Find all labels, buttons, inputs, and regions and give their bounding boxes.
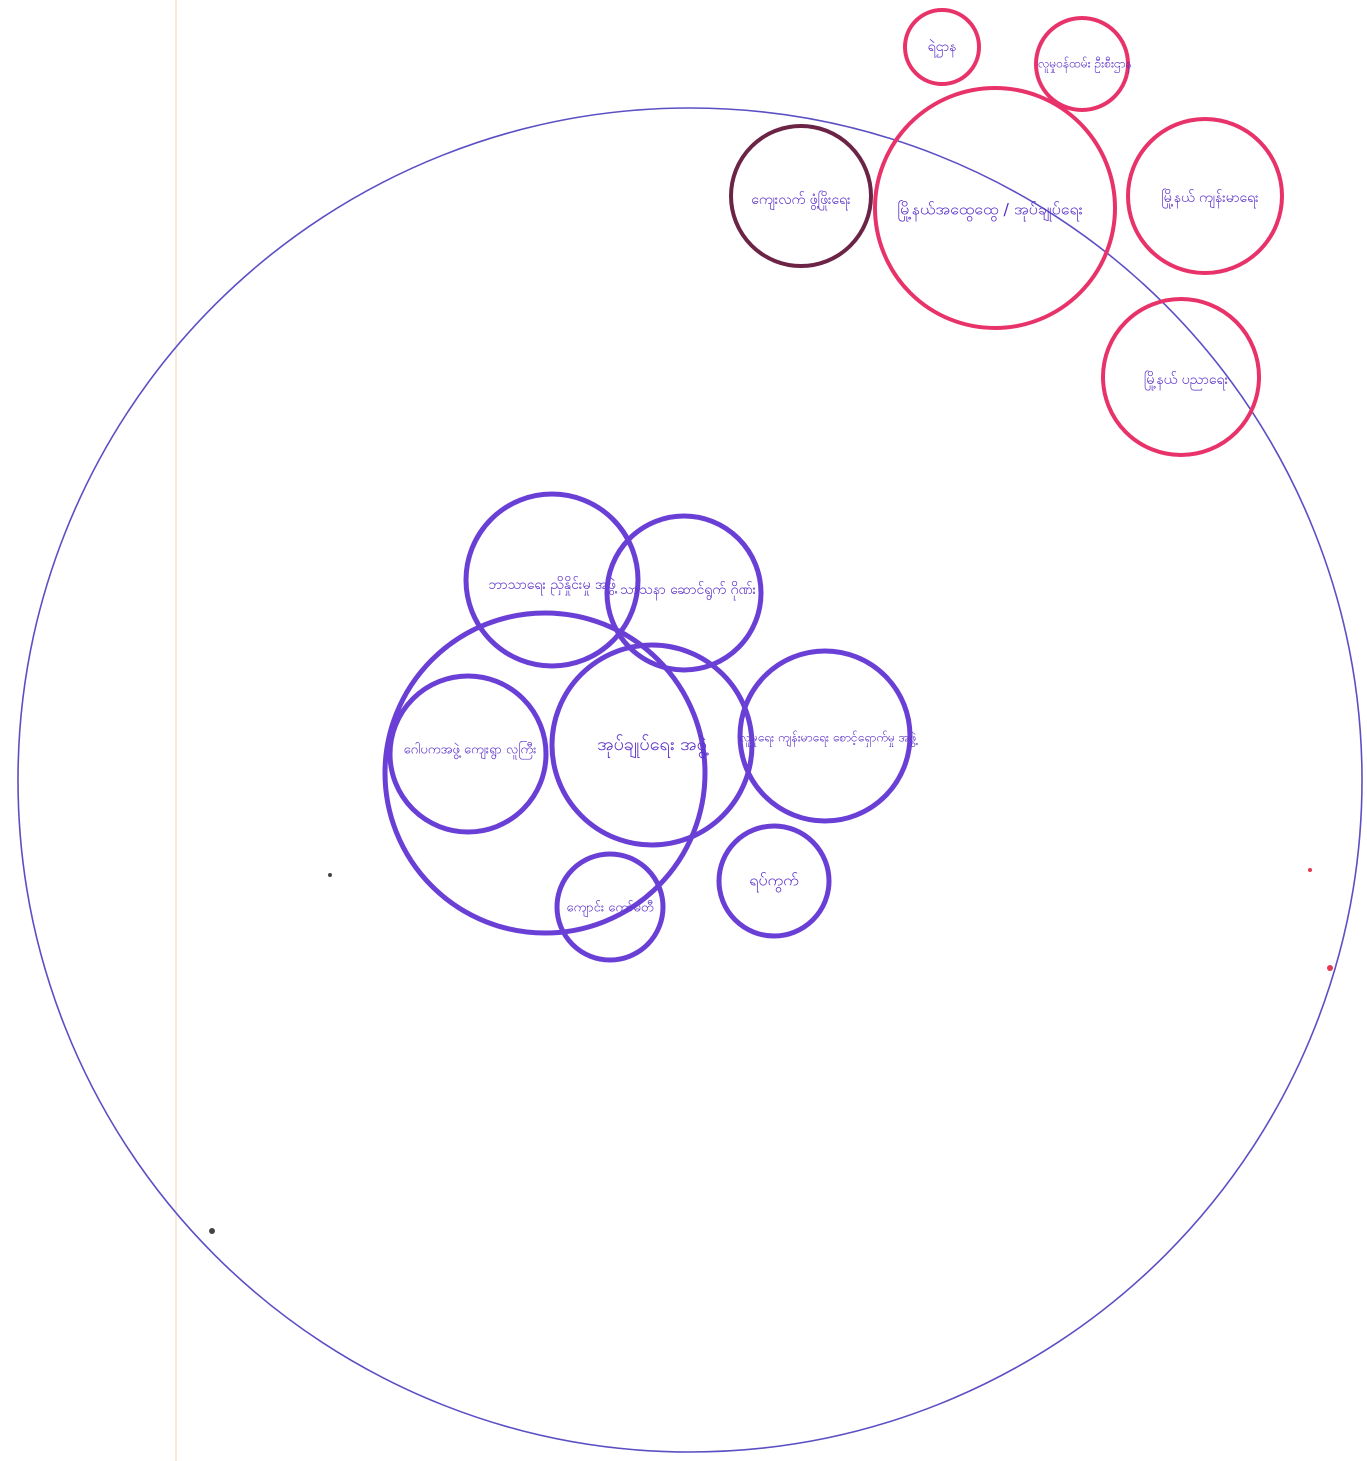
inner-node-top-left: ဘာသာရေး ညှိနှိုင်းမှု အဖွဲ့ [466, 494, 638, 666]
node-label: အုပ်ချုပ်ရေး အဖွဲ့ [597, 734, 709, 758]
node-label: မြို့နယ်အထွေထွေ / အုပ်ချုပ်ရေး [897, 200, 1082, 222]
node-label: လူမှုဝန်ထမ်း ဦးစီးဌာန [1038, 56, 1132, 74]
node-label: မြို့နယ် ပညာရေး [1144, 371, 1229, 390]
node-label: ရပ်ကွက် [749, 871, 799, 893]
node-label: သာသနာ ဆောင်ရွက် ဂိုဏ်း [620, 582, 757, 600]
community-boundary-circle [18, 108, 1362, 1452]
outer-node-large: မြို့နယ်အထွေထွေ / အုပ်ချုပ်ရေး [875, 88, 1115, 328]
node-label: ဘာသာရေး ညှိနှိုင်းမှု အဖွဲ့ [488, 577, 618, 595]
inner-node-central: အုပ်ချုပ်ရေး အဖွဲ့ [552, 645, 752, 845]
scan-speck [1327, 965, 1333, 971]
node-label: လူမှုရေး ကျန်းမာရေး စောင့်ရှောက်မှု အဖွဲ… [739, 730, 917, 748]
node-label: ကျောင်း ကော်မတီ [566, 900, 653, 918]
scan-speck [209, 1228, 215, 1234]
node-label: ဂေါပကအဖွဲ့ ကျေးရွာ လူကြီး [404, 741, 537, 760]
outer-node-left: ကျေးလက် ဖွံ့ဖြိုးရေး [731, 126, 871, 266]
inner-node-right: လူမှုရေး ကျန်းမာရေး စောင့်ရှောက်မှု အဖွဲ… [739, 651, 917, 821]
outer-node-top-right-small: လူမှုဝန်ထမ်း ဦးစီးဌာန [1036, 18, 1132, 110]
node-label: ရဲဌာန [928, 39, 957, 57]
outer-node-bottom-right: မြို့နယ် ပညာရေး [1103, 299, 1259, 455]
inner-node-bottom: ကျောင်း ကော်မတီ [557, 854, 663, 960]
outer-node-top-small: ရဲဌာန [905, 10, 979, 84]
node-label: ကျေးလက် ဖွံ့ဖြိုးရေး [751, 191, 851, 210]
node-label: မြို့နယ် ကျန်းမာရေး [1161, 189, 1259, 208]
scan-speck [1308, 868, 1312, 872]
outer-node-right: မြို့နယ် ကျန်းမာရေး [1128, 119, 1282, 273]
inner-node-left: ဂေါပကအဖွဲ့ ကျေးရွာ လူကြီး [390, 676, 546, 832]
inner-node-bottom-right: ရပ်ကွက် [719, 826, 829, 936]
scan-speck [328, 873, 332, 877]
